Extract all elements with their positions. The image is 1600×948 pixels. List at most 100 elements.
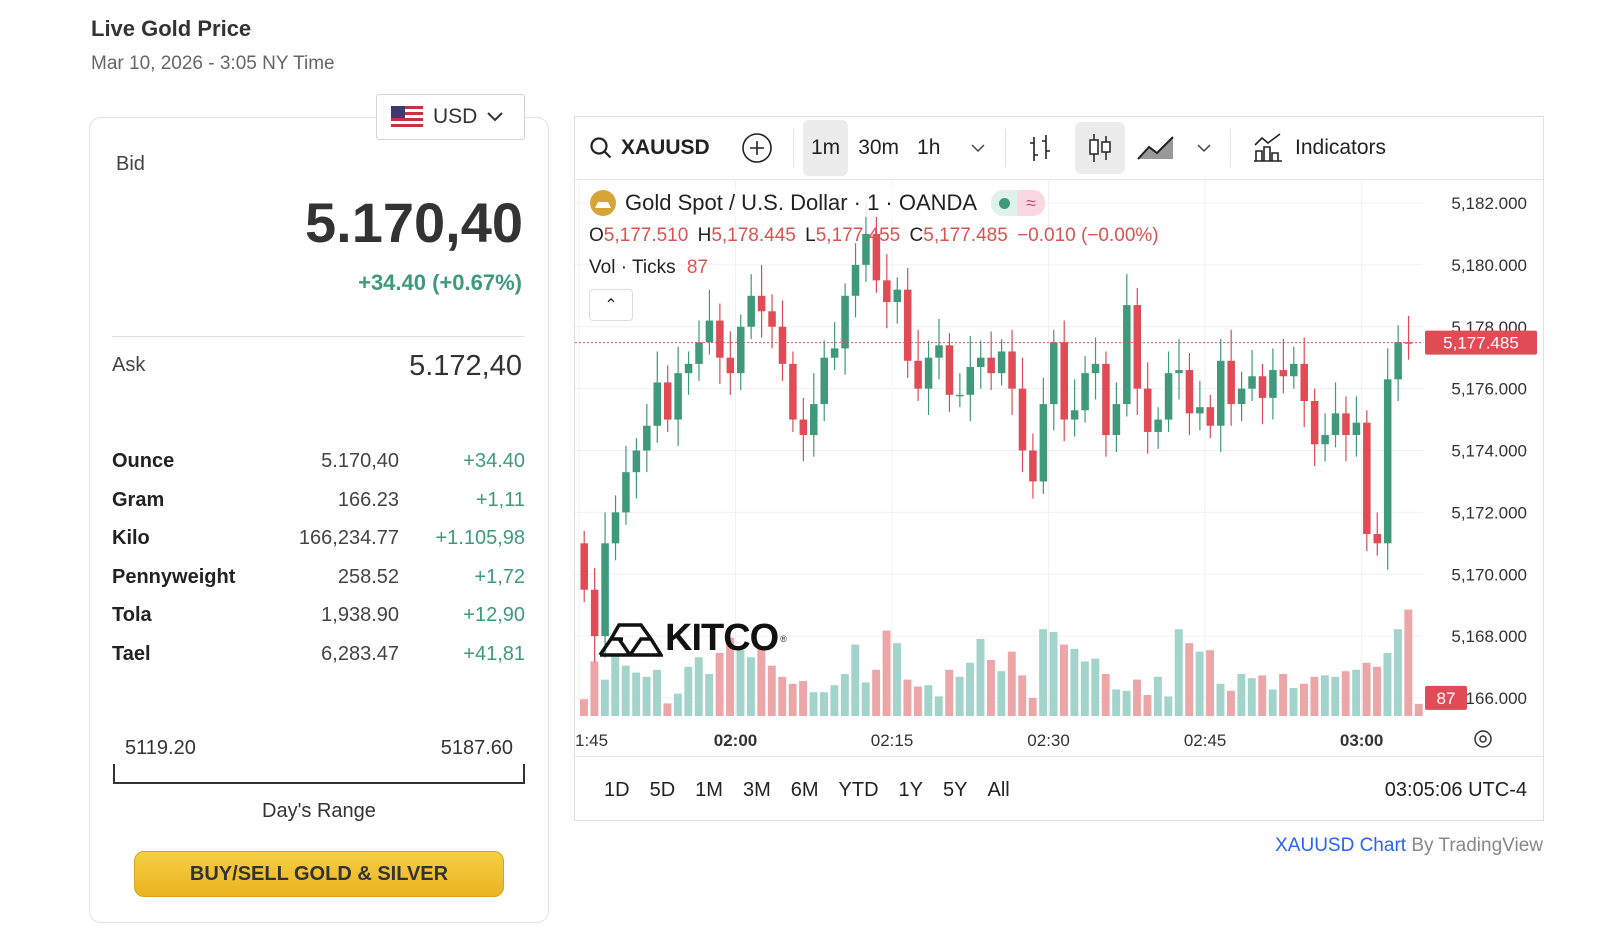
interval-1m[interactable]: 1m bbox=[803, 120, 849, 176]
chart-link[interactable]: XAUUSD Chart bbox=[1275, 835, 1407, 856]
interval-dropdown[interactable] bbox=[971, 117, 985, 179]
candle-body bbox=[1363, 422, 1371, 535]
volume-bar bbox=[1112, 689, 1121, 716]
area-style-button[interactable] bbox=[1137, 117, 1175, 179]
range-5d[interactable]: 5D bbox=[649, 779, 676, 801]
price-card bbox=[89, 117, 549, 923]
candle-body bbox=[1154, 419, 1162, 432]
range-1y[interactable]: 1Y bbox=[898, 779, 924, 801]
candle-body bbox=[1008, 351, 1016, 389]
bar-style-button[interactable] bbox=[1027, 117, 1053, 179]
symbol-input[interactable]: XAUUSD bbox=[621, 136, 709, 159]
unit-name: Kilo bbox=[112, 527, 150, 550]
range-1d[interactable]: 1D bbox=[604, 779, 630, 801]
candle-body bbox=[851, 264, 860, 296]
unit-price: 1,938.90 bbox=[321, 604, 399, 627]
range-all[interactable]: All bbox=[987, 779, 1010, 801]
candle-body bbox=[789, 363, 797, 420]
area-chart-icon bbox=[1137, 136, 1174, 160]
candle-body bbox=[1300, 363, 1308, 401]
y-tick-label: 5,166.000 bbox=[1451, 689, 1527, 708]
volume-bar bbox=[1341, 671, 1350, 716]
unit-row: Pennyweight 258.52 +1,72 bbox=[112, 566, 525, 596]
candle-body bbox=[1321, 435, 1329, 445]
volume-bar bbox=[809, 692, 818, 716]
bid-label: Bid bbox=[116, 153, 145, 175]
range-6m[interactable]: 6M bbox=[790, 779, 819, 801]
clock[interactable]: 03:05:06 UTC-4 bbox=[1384, 779, 1527, 801]
unit-name: Gram bbox=[112, 488, 165, 511]
unit-row: Tael 6,283.47 +41,81 bbox=[112, 643, 525, 673]
symbol-search[interactable]: XAUUSD bbox=[589, 117, 709, 179]
volume-bar bbox=[1414, 703, 1423, 716]
candle-body bbox=[768, 311, 776, 327]
volume-bar bbox=[1070, 648, 1079, 716]
candle-body bbox=[705, 320, 714, 343]
volume-bar bbox=[1018, 675, 1027, 716]
bid-change: +34.40 (+0.67%) bbox=[358, 270, 522, 295]
range-1m[interactable]: 1M bbox=[695, 779, 723, 801]
candles-style-button[interactable] bbox=[1075, 122, 1125, 174]
candle-body bbox=[1216, 360, 1225, 426]
volume-bar bbox=[840, 674, 849, 716]
candle-body bbox=[1373, 534, 1382, 544]
chart-widget: XAUUSD 1m 30m 1h Indicators 5,182.000 5,180… bbox=[574, 116, 1544, 821]
candle-body bbox=[799, 419, 808, 436]
y-tick-label: 5,174.000 bbox=[1451, 442, 1527, 461]
gold-symbol-icon bbox=[590, 190, 616, 216]
chevron-down-icon bbox=[487, 112, 504, 122]
settings-gear-icon[interactable] bbox=[1474, 730, 1492, 748]
volume-bar bbox=[1080, 661, 1089, 716]
volume-bar bbox=[799, 681, 808, 716]
buy-sell-button[interactable]: BUY/SELL GOLD & SILVER bbox=[134, 851, 504, 897]
candle-body bbox=[810, 404, 818, 436]
indicators-button[interactable]: Indicators bbox=[1253, 117, 1386, 179]
volume-bar bbox=[1101, 674, 1110, 716]
compare-button[interactable] bbox=[741, 117, 773, 179]
candle-body bbox=[1175, 370, 1183, 374]
volume-bar bbox=[913, 686, 922, 716]
volume-bar bbox=[997, 671, 1006, 716]
market-status[interactable]: ≈ bbox=[991, 190, 1046, 216]
price-chart[interactable]: 5,182.0005,180.0005,178.0005,176.0005,17… bbox=[575, 180, 1543, 756]
unit-change: +34.40 bbox=[463, 450, 525, 472]
candle-body bbox=[643, 425, 651, 451]
interval-30m[interactable]: 30m bbox=[858, 136, 900, 159]
volume-bar bbox=[872, 669, 881, 716]
volume-bar bbox=[1164, 696, 1173, 716]
candle-body bbox=[736, 326, 745, 374]
indicators-label: Indicators bbox=[1295, 136, 1387, 159]
candle-body bbox=[1383, 379, 1392, 544]
collapse-legend-button[interactable]: ⌃ bbox=[589, 289, 633, 321]
volume-bar bbox=[1122, 690, 1131, 716]
range-5y[interactable]: 5Y bbox=[943, 779, 968, 801]
timestamp: Mar 10, 2026 - 3:05 NY Time bbox=[91, 53, 335, 74]
currency-select[interactable]: USD bbox=[376, 94, 525, 140]
candle-body bbox=[601, 543, 609, 637]
volume-bar bbox=[767, 665, 776, 716]
volume-bar bbox=[1049, 632, 1058, 716]
volume-legend: Vol · Ticks 87 bbox=[589, 257, 708, 278]
range-3m[interactable]: 3M bbox=[742, 779, 771, 801]
x-tick-label: 02:00 bbox=[714, 731, 757, 750]
range-ytd[interactable]: YTD bbox=[838, 779, 879, 801]
candle-body bbox=[1185, 370, 1194, 414]
volume-bar bbox=[746, 657, 755, 716]
last-price-badge bbox=[1425, 330, 1537, 355]
volume-bar bbox=[611, 655, 620, 716]
candle-body bbox=[1310, 401, 1319, 445]
unit-name: Tola bbox=[112, 604, 152, 627]
volume-bar bbox=[757, 646, 766, 716]
volume-bar bbox=[778, 676, 787, 716]
unit-row: Gram 166.23 +1,11 bbox=[112, 489, 525, 519]
volume-bar bbox=[621, 665, 630, 716]
settings-gear-icon bbox=[1479, 735, 1487, 743]
x-tick-label: 02:15 bbox=[871, 731, 914, 750]
volume-bar bbox=[1258, 675, 1267, 716]
x-tick-label: 1:45 bbox=[575, 731, 608, 750]
candlestick-icon bbox=[1089, 134, 1111, 162]
interval-1h[interactable]: 1h bbox=[917, 136, 941, 159]
candle-body bbox=[632, 450, 641, 473]
chart-type-dropdown[interactable] bbox=[1197, 117, 1211, 179]
volume-bar bbox=[1174, 629, 1183, 716]
